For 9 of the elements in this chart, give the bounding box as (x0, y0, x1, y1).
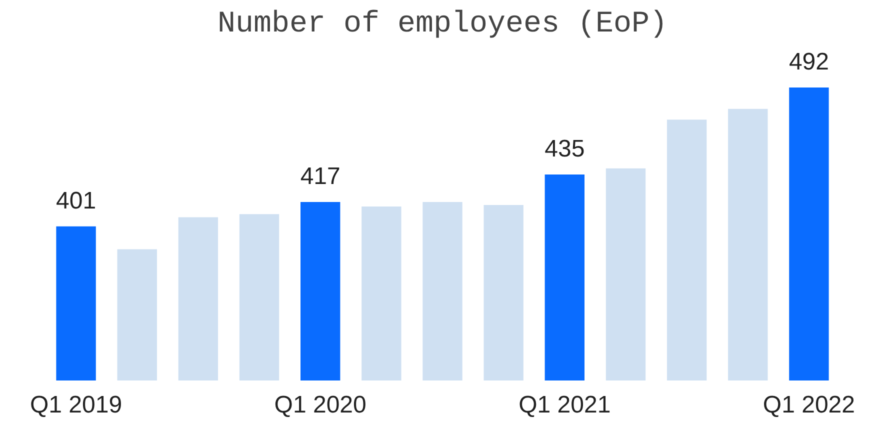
data-label: 417 (300, 162, 340, 190)
x-tick-label: Q1 2021 (518, 392, 611, 418)
data-label: 401 (56, 187, 96, 214)
data-label: 435 (544, 135, 585, 162)
x-tick-label: Q1 2020 (274, 392, 366, 418)
data-label: 492 (788, 48, 829, 76)
x-tick-label: Q1 2022 (762, 392, 856, 418)
chart-title: Number of employees (EoP) (217, 8, 668, 42)
x-tick-label: Q1 2019 (30, 392, 122, 418)
